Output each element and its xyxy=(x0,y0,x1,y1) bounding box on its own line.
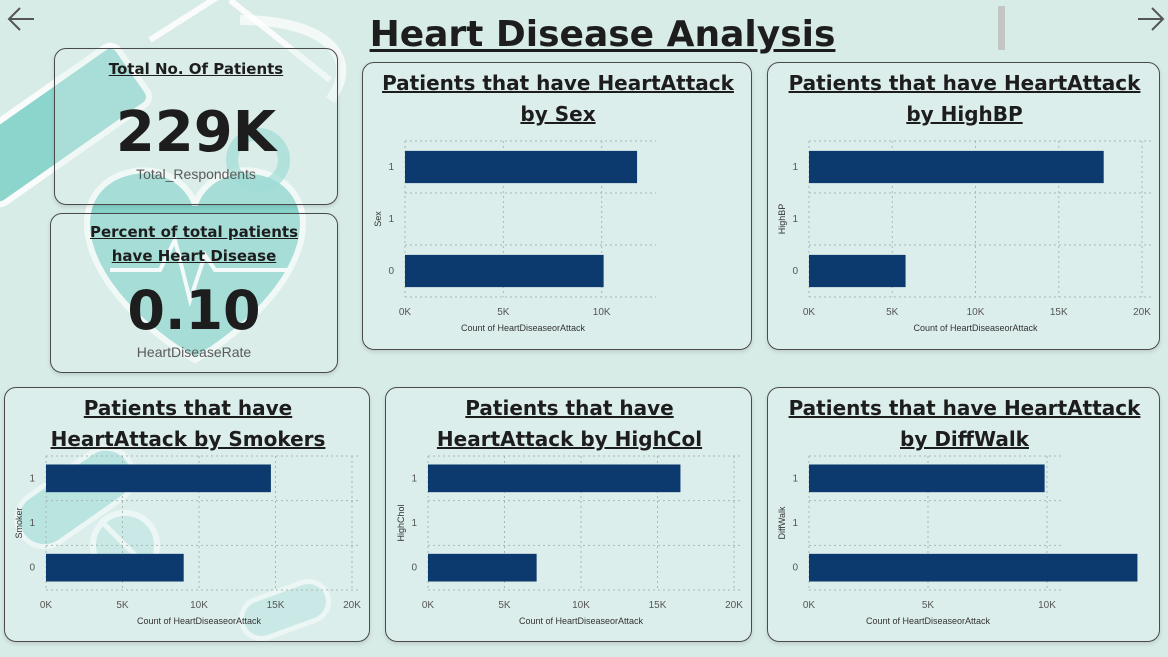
x-tick-label: 20K xyxy=(343,600,361,611)
x-tick-label: 5K xyxy=(498,600,511,611)
bar[interactable] xyxy=(809,254,906,288)
page-title: Heart Disease Analysis xyxy=(369,14,836,55)
x-tick-label: 5K xyxy=(497,307,510,318)
kpi-card-total-patients[interactable]: Total No. Of Patients 229K Total_Respond… xyxy=(54,48,338,205)
x-axis-title: Count of HeartDiseaseorAttack xyxy=(913,323,1038,333)
arrow-right-icon[interactable] xyxy=(1136,6,1166,32)
x-tick-label: 0K xyxy=(399,307,412,318)
x-tick-label: 0K xyxy=(422,600,435,611)
x-tick-label: 10K xyxy=(593,307,611,318)
y-tick-label: 1 xyxy=(411,518,417,529)
kpi-label: HeartDiseaseRate xyxy=(136,344,252,360)
bar[interactable] xyxy=(46,553,184,582)
x-axis-title: Count of HeartDiseaseorAttack xyxy=(519,616,644,626)
x-tick-label: 20K xyxy=(1133,307,1151,318)
chart-heartattack-by-highbp[interactable]: Patients that have HeartAttack by HighBP 0… xyxy=(767,62,1160,350)
y-axis-title: Sex xyxy=(373,211,383,227)
y-tick-label: 0 xyxy=(411,563,417,574)
x-axis-title: Count of HeartDiseaseorAttack xyxy=(461,323,586,333)
y-axis-title: Smoker xyxy=(14,507,24,538)
bar-chart: Patients that have HeartAttack by Smokers… xyxy=(14,396,361,626)
kpi-card-heart-disease-rate[interactable]: Percent of total patients have Heart Dis… xyxy=(50,213,338,373)
chart-title-line: Patients that have HeartAttack xyxy=(382,71,735,95)
x-tick-label: 15K xyxy=(267,600,285,611)
bar[interactable] xyxy=(809,464,1045,493)
heart-pulse-icon xyxy=(84,167,306,364)
chart-title-line: Patients that have HeartAttack xyxy=(789,71,1142,95)
syringe-icon xyxy=(0,0,332,208)
kpi-value: 0.10 xyxy=(127,279,261,342)
bar-chart: Patients that have HeartAttack by DiffWal… xyxy=(777,396,1142,626)
bar[interactable] xyxy=(809,150,1104,184)
kpi-value: 229K xyxy=(115,100,277,165)
x-tick-label: 0K xyxy=(803,600,816,611)
chart-heartattack-by-smokers[interactable]: Patients that have HeartAttack by Smokers… xyxy=(4,387,370,642)
bar-chart: Patients that have HeartAttack by Sex 0K 5K… xyxy=(373,71,735,333)
chart-title-line: HeartAttack by HighCol xyxy=(437,427,702,451)
y-tick-label: 1 xyxy=(792,473,798,484)
chart-heartattack-by-highchol[interactable]: Patients that have HeartAttack by HighCol… xyxy=(385,387,752,642)
y-tick-label: 1 xyxy=(29,473,35,484)
bar[interactable] xyxy=(809,553,1138,582)
y-tick-label: 1 xyxy=(29,518,35,529)
y-axis-title: DiffWalk xyxy=(777,506,787,540)
y-tick-label: 0 xyxy=(29,563,35,574)
y-axis-title: HighChol xyxy=(396,504,406,541)
x-tick-label: 20K xyxy=(725,600,743,611)
bar[interactable] xyxy=(405,254,604,288)
y-tick-label: 1 xyxy=(388,214,394,225)
y-tick-label: 1 xyxy=(388,162,394,173)
x-tick-label: 10K xyxy=(572,600,590,611)
chart-title-line: Patients that have xyxy=(465,396,673,420)
x-tick-label: 15K xyxy=(649,600,667,611)
y-tick-label: 0 xyxy=(792,266,798,277)
bar[interactable] xyxy=(428,464,681,493)
kpi-title-line1: Percent of total patients xyxy=(89,223,298,241)
y-tick-label: 1 xyxy=(792,162,798,173)
x-tick-label: 10K xyxy=(967,307,985,318)
x-tick-label: 5K xyxy=(922,600,935,611)
chart-heartattack-by-sex[interactable]: Patients that have HeartAttack by Sex 0K 5K… xyxy=(362,62,752,350)
bar-chart: Patients that have HeartAttack by HighCol… xyxy=(396,396,743,626)
x-tick-label: 5K xyxy=(116,600,129,611)
x-tick-label: 10K xyxy=(190,600,208,611)
kpi-title-line2: have Heart Disease xyxy=(111,247,277,265)
y-tick-label: 0 xyxy=(388,266,394,277)
y-tick-label: 1 xyxy=(411,473,417,484)
kpi-label: Total_Respondents xyxy=(136,166,256,182)
chart-heartattack-by-diffwalk[interactable]: Patients that have HeartAttack by DiffWal… xyxy=(767,387,1160,642)
arrow-left-icon[interactable] xyxy=(6,6,36,32)
y-tick-label: 1 xyxy=(792,214,798,225)
y-axis-title: HighBP xyxy=(777,204,787,235)
x-tick-label: 0K xyxy=(40,600,53,611)
divider-bar xyxy=(998,6,1005,50)
kpi-title: Total No. Of Patients xyxy=(108,60,284,78)
x-tick-label: 10K xyxy=(1038,600,1056,611)
bar-chart: Patients that have HeartAttack by HighBP 0… xyxy=(777,71,1151,333)
chart-title-line: by HighBP xyxy=(906,102,1022,126)
x-tick-label: 0K xyxy=(803,307,816,318)
chart-title-line: Patients that have HeartAttack xyxy=(789,396,1142,420)
x-axis-title: Count of HeartDiseaseorAttack xyxy=(866,616,991,626)
x-tick-label: 15K xyxy=(1050,307,1068,318)
chart-title-line: by DiffWalk xyxy=(900,427,1030,451)
y-tick-label: 1 xyxy=(792,518,798,529)
x-axis-title: Count of HeartDiseaseorAttack xyxy=(137,616,262,626)
bar[interactable] xyxy=(428,553,537,582)
chart-title-line: by Sex xyxy=(520,102,595,126)
x-tick-label: 5K xyxy=(886,307,899,318)
bar[interactable] xyxy=(405,150,638,184)
y-tick-label: 0 xyxy=(792,563,798,574)
bar[interactable] xyxy=(46,464,271,493)
chart-title-line: HeartAttack by Smokers xyxy=(51,427,326,451)
chart-title-line: Patients that have xyxy=(84,396,292,420)
